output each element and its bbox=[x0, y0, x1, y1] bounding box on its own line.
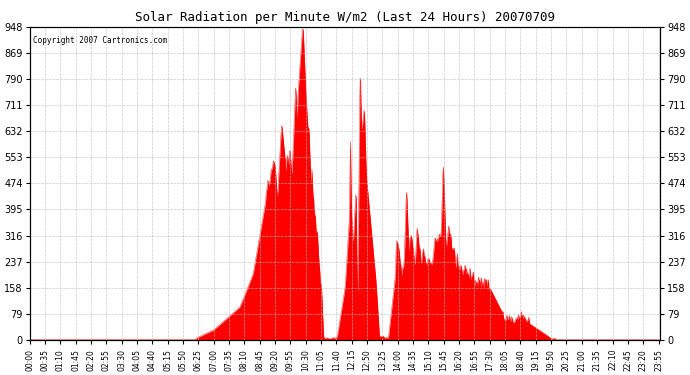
Text: Solar Radiation per Minute W/m2 (Last 24 Hours) 20070709: Solar Radiation per Minute W/m2 (Last 24… bbox=[135, 11, 555, 24]
Text: Copyright 2007 Cartronics.com: Copyright 2007 Cartronics.com bbox=[33, 36, 167, 45]
